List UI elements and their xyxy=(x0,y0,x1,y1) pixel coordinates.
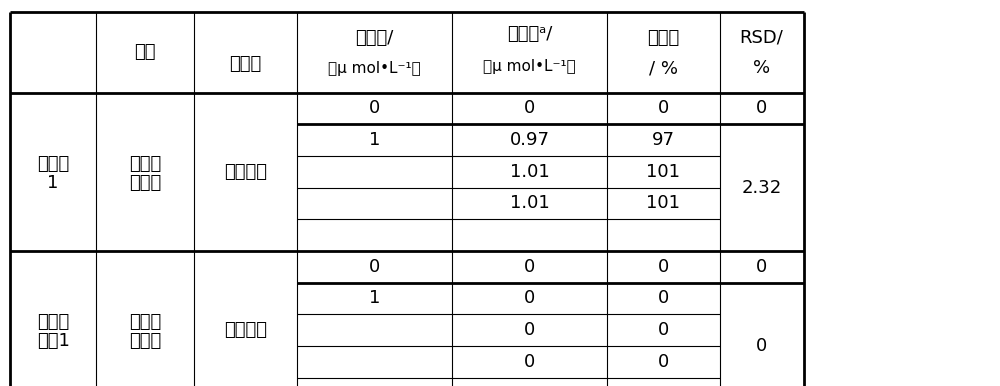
Text: 0: 0 xyxy=(756,337,767,355)
Text: 0: 0 xyxy=(369,100,380,117)
Text: 孔雀石绳: 孔雀石绳 xyxy=(224,163,267,181)
Text: 0.97: 0.97 xyxy=(509,131,549,149)
Text: 1: 1 xyxy=(369,131,380,149)
Text: 样品: 样品 xyxy=(134,43,156,61)
Text: 0: 0 xyxy=(369,258,380,276)
Text: 某养鱼: 某养鱼 xyxy=(129,155,161,173)
Text: 测得量ᵃ/: 测得量ᵃ/ xyxy=(507,25,552,43)
Text: 0: 0 xyxy=(658,321,669,339)
Text: 0: 0 xyxy=(756,258,767,276)
Text: RSD/: RSD/ xyxy=(740,29,784,47)
Text: 实施例: 实施例 xyxy=(37,155,69,173)
Text: 分析物: 分析物 xyxy=(230,55,262,73)
Text: 2.32: 2.32 xyxy=(742,179,782,196)
Text: %: % xyxy=(753,59,770,77)
Text: 场水样: 场水样 xyxy=(129,174,161,192)
Text: 0: 0 xyxy=(524,100,535,117)
Text: 施例1: 施例1 xyxy=(37,332,70,350)
Text: 回收率: 回收率 xyxy=(647,29,679,47)
Text: 97: 97 xyxy=(652,131,675,149)
Text: （μ mol•L⁻¹）: （μ mol•L⁻¹） xyxy=(328,61,421,76)
Text: 0: 0 xyxy=(524,258,535,276)
Text: 0: 0 xyxy=(658,100,669,117)
Text: 101: 101 xyxy=(646,163,680,181)
Text: 1: 1 xyxy=(47,174,59,192)
Text: 某养鱼: 某养鱼 xyxy=(129,313,161,331)
Text: 1.01: 1.01 xyxy=(510,195,549,212)
Text: 添加量/: 添加量/ xyxy=(355,29,394,47)
Text: 0: 0 xyxy=(658,290,669,307)
Text: 0: 0 xyxy=(658,353,669,371)
Text: 0: 0 xyxy=(524,353,535,371)
Text: 0: 0 xyxy=(756,100,767,117)
Text: 孔雀石绳: 孔雀石绳 xyxy=(224,321,267,339)
Text: 0: 0 xyxy=(524,321,535,339)
Text: 1: 1 xyxy=(369,290,380,307)
Text: 0: 0 xyxy=(524,290,535,307)
Text: 0: 0 xyxy=(658,258,669,276)
Text: 对比实: 对比实 xyxy=(37,313,69,331)
Text: 场水样: 场水样 xyxy=(129,332,161,350)
Text: / %: / % xyxy=(649,59,678,77)
Text: 1.01: 1.01 xyxy=(510,163,549,181)
Text: 101: 101 xyxy=(646,195,680,212)
Text: （μ mol•L⁻¹）: （μ mol•L⁻¹） xyxy=(483,59,576,74)
